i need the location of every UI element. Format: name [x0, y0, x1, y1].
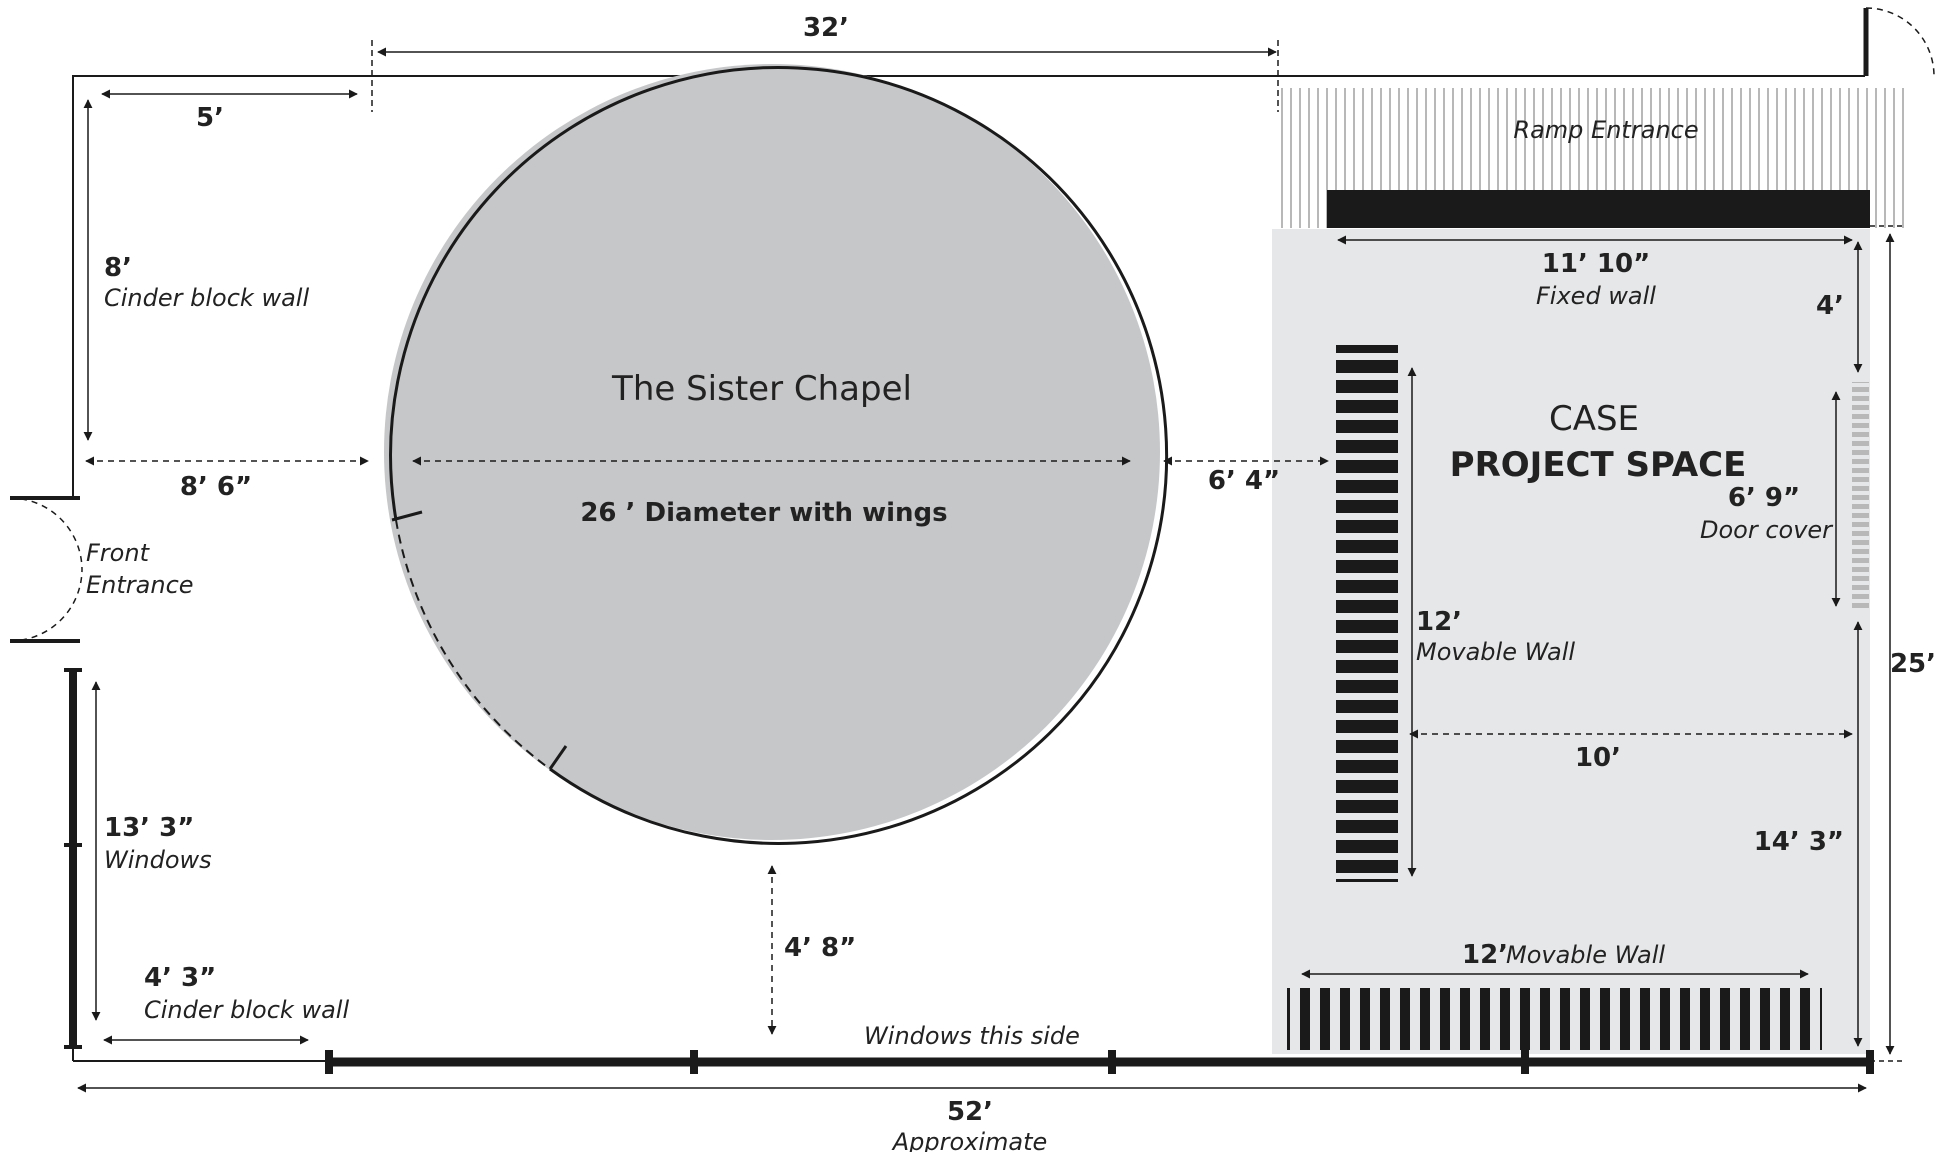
dim-label-4ft: 4’ — [1816, 291, 1844, 321]
front-door-swing-top — [9, 497, 83, 571]
dim-note-movable-wall-horizontal: Movable Wall — [1506, 941, 1665, 969]
dim-label-14ft3: 14’ 3” — [1754, 827, 1844, 857]
dim-note-door-cover: Door cover — [1700, 516, 1834, 544]
dim-label-52ft: 52’ — [947, 1097, 993, 1127]
movable-wall-vertical — [1336, 345, 1398, 882]
dim-label-8ft6: 8’ 6” — [180, 472, 252, 502]
sister-chapel-wing-opening — [395, 519, 551, 770]
dim-note-cinder-wall-bottom: Cinder block wall — [144, 996, 349, 1024]
dim-label-6ft9: 6’ 9” — [1728, 483, 1800, 513]
fixed-wall — [1327, 190, 1870, 228]
chapel-title: The Sister Chapel — [611, 369, 912, 409]
dim-note-cinder-wall-top: Cinder block wall — [104, 284, 309, 312]
sister-chapel-circle — [384, 64, 1160, 840]
ramp-entrance-label: Ramp Entrance — [1513, 116, 1698, 144]
dim-note-approximate: Approximate — [891, 1128, 1048, 1152]
dim-label-4ft8: 4’ 8” — [784, 933, 856, 963]
window-mullion — [1866, 1050, 1874, 1074]
dim-label-32ft: 32’ — [803, 13, 849, 43]
project-space-label-title: PROJECT SPACE — [1450, 445, 1747, 485]
dim-label-25ft: 25’ — [1890, 649, 1936, 679]
dim-label-4ft3: 4’ 3” — [144, 963, 216, 993]
ramp-door-swing — [1865, 7, 1935, 77]
front-entrance-label-line2: Entrance — [86, 571, 194, 599]
chapel-diameter-label: 26 ’ Diameter with wings — [580, 498, 947, 528]
dim-label-11ft10: 11’ 10” — [1542, 249, 1650, 279]
dim-label-10ft: 10’ — [1575, 743, 1621, 773]
dim-note-movable-wall-vertical: Movable Wall — [1416, 638, 1575, 666]
dim-label-12ft-vertical: 12’ — [1416, 607, 1462, 637]
front-door-swing-bottom — [9, 569, 83, 642]
sister-chapel-outline — [389, 66, 1169, 845]
window-mullion — [325, 1050, 333, 1074]
chapel-wing-tick-bottom — [548, 745, 568, 770]
window-mullion — [690, 1050, 698, 1074]
chapel-wing-tick-top — [391, 510, 423, 522]
dim-note-windows-left: Windows — [104, 846, 212, 874]
movable-wall-horizontal — [1287, 988, 1822, 1050]
window-mullion — [1108, 1050, 1116, 1074]
window-mullion — [1521, 1050, 1529, 1074]
dim-label-12ft-horizontal: 12’ — [1462, 940, 1508, 970]
project-space-label-case: CASE — [1549, 399, 1639, 439]
dim-label-13ft3: 13’ 3” — [104, 813, 194, 843]
front-entrance-label-line1: Front — [86, 539, 151, 567]
dim-note-fixed-wall: Fixed wall — [1536, 282, 1656, 310]
dim-label-8ft: 8’ — [104, 253, 132, 283]
windows-side-label: Windows this side — [864, 1022, 1080, 1050]
door-cover-strip — [1852, 382, 1869, 608]
dim-label-5ft: 5’ — [196, 103, 224, 133]
outer-wall-top — [72, 75, 1865, 498]
dim-label-6ft4: 6’ 4” — [1208, 466, 1280, 496]
